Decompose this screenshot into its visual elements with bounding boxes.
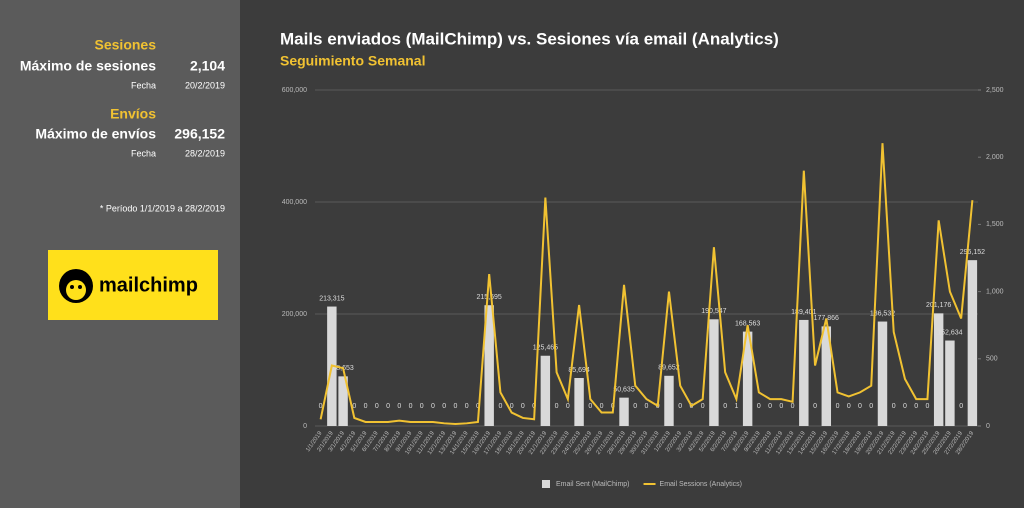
y-tick-label: 600,000 [282, 87, 307, 94]
data-label: 0 [375, 403, 379, 410]
data-label: 213,315 [319, 295, 344, 302]
data-label: 0 [555, 403, 559, 410]
y2-tick-label: 1,500 [986, 221, 1004, 228]
kpi-value: 2,104 [190, 58, 225, 74]
data-label: 152,634 [937, 329, 962, 336]
legend-label: Email Sent (MailChimp) [556, 481, 630, 488]
date-label: Fecha [131, 148, 156, 158]
data-label: 0 [633, 403, 637, 410]
bar [799, 320, 808, 426]
y2-tick-label: 1,000 [986, 288, 1004, 295]
bar [541, 356, 550, 426]
data-label: 0 [409, 403, 413, 410]
data-label: 0 [600, 403, 604, 410]
data-label: 0 [723, 403, 727, 410]
data-label: 0 [364, 403, 368, 410]
data-label: 0 [779, 403, 783, 410]
data-label: 0 [847, 403, 851, 410]
data-label: 0 [442, 403, 446, 410]
data-label: 0 [701, 403, 705, 410]
bar [878, 322, 887, 426]
note: * Período 1/1/2019 a 28/2/2019 [100, 203, 225, 213]
data-label: 0 [836, 403, 840, 410]
logo-icon [59, 269, 93, 303]
bar [709, 319, 718, 426]
data-label: 50,635 [613, 386, 635, 393]
kpi-value: 296,152 [174, 126, 225, 142]
bar [619, 398, 628, 426]
data-label: 0 [791, 403, 795, 410]
chart-subtitle: Seguimiento Semanal [280, 53, 425, 69]
data-label: 0 [498, 403, 502, 410]
data-label: 0 [521, 403, 525, 410]
bar [574, 378, 583, 426]
data-label: 0 [566, 403, 570, 410]
legend-label: Email Sessions (Analytics) [660, 481, 742, 488]
data-label: 0 [858, 403, 862, 410]
data-label: 0 [903, 403, 907, 410]
y-tick-label: 400,000 [282, 199, 307, 206]
data-label: 0 [465, 403, 469, 410]
data-label: 0 [925, 403, 929, 410]
data-label: 0 [386, 403, 390, 410]
date: 20/2/2019 [185, 80, 225, 90]
heading: Sesiones [95, 37, 157, 53]
kpi-label: Máximo de sesiones [20, 58, 156, 74]
bar [968, 260, 977, 426]
data-label: 190,547 [701, 308, 726, 315]
data-label: 0 [959, 403, 963, 410]
y-tick-label: 200,000 [282, 311, 307, 318]
data-label: 0 [420, 403, 424, 410]
data-label: 0 [678, 403, 682, 410]
logo-text: mailchimp [99, 274, 198, 296]
data-label: 201,176 [926, 302, 951, 309]
data-label: 1 [734, 403, 738, 410]
data-label: 0 [813, 403, 817, 410]
data-label: 0 [588, 403, 592, 410]
data-label: 0 [892, 403, 896, 410]
data-label: 296,152 [960, 249, 985, 256]
data-label: 0 [869, 403, 873, 410]
y2-tick-label: 2,500 [986, 87, 1004, 94]
y-tick-label: 0 [303, 423, 307, 430]
y2-tick-label: 500 [986, 356, 998, 363]
data-label: 215,695 [477, 294, 502, 301]
bar [664, 376, 673, 426]
heading: Envíos [110, 106, 156, 122]
date-label: Fecha [131, 80, 156, 90]
data-label: 0 [768, 403, 772, 410]
data-label: 0 [645, 403, 649, 410]
chart-title: Mails enviados (MailChimp) vs. Sesiones … [280, 29, 779, 48]
data-label: 0 [757, 403, 761, 410]
y2-tick-label: 2,000 [986, 154, 1004, 161]
y2-tick-label: 0 [986, 423, 990, 430]
kpi-label: Máximo de envíos [35, 126, 156, 142]
data-label: 0 [397, 403, 401, 410]
data-label: 0 [431, 403, 435, 410]
legend-swatch [542, 480, 550, 488]
data-label: 0 [914, 403, 918, 410]
bar [945, 341, 954, 426]
data-label: 0 [454, 403, 458, 410]
date: 28/2/2019 [185, 148, 225, 158]
